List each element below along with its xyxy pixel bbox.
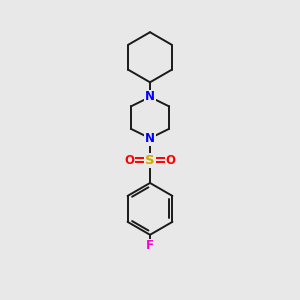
Text: O: O [124,154,134,167]
Text: O: O [166,154,176,167]
Text: N: N [145,91,155,103]
Text: F: F [146,239,154,253]
Text: S: S [145,154,155,167]
Text: N: N [145,132,155,145]
